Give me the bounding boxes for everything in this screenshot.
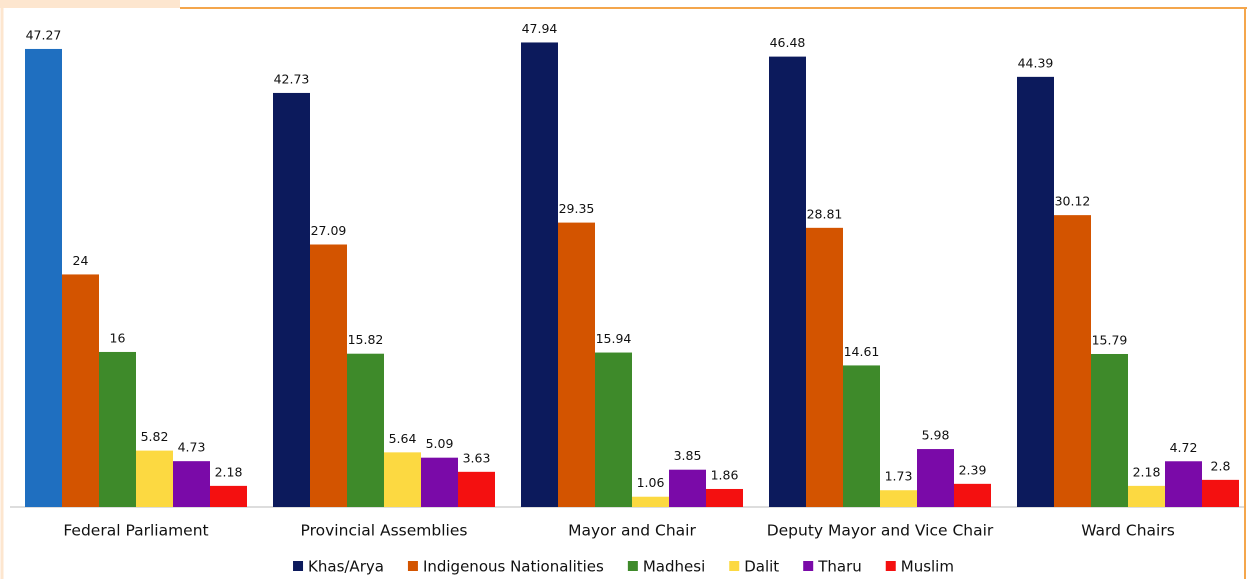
bar [1054,215,1091,507]
value-label: 4.73 [178,440,206,455]
legend-swatch [885,561,896,571]
bar [917,449,954,507]
legend-swatch [407,561,418,571]
bar [1202,479,1239,507]
value-label: 5.82 [141,429,169,444]
value-label: 2.39 [959,462,987,477]
x-tick-label: Provincial Assemblies [301,522,468,540]
bar [806,227,843,507]
legend-swatch [803,561,814,571]
bar [843,365,880,507]
bar [954,483,991,507]
bar [384,452,421,507]
bar [25,48,62,507]
value-label: 14.61 [844,344,880,359]
legend-label: Dalit [744,558,779,576]
value-label: 46.48 [770,35,806,50]
x-tick-label: Mayor and Chair [568,522,696,540]
bar [632,496,669,507]
value-label: 1.86 [711,467,739,482]
bar [706,488,743,507]
value-label: 3.63 [463,450,491,465]
value-label: 2.18 [1133,464,1161,479]
bar [421,457,458,507]
bar [595,352,632,507]
bar [210,485,247,507]
value-label: 5.09 [426,436,454,451]
value-label: 44.39 [1018,55,1054,70]
value-label: 5.98 [922,428,950,443]
legend-label: Khas/Arya [308,558,384,576]
bar [669,469,706,507]
value-label: 5.64 [389,431,417,446]
legend-swatch [293,561,304,571]
value-label: 24 [73,253,89,268]
bar [99,351,136,507]
legend-swatch [729,561,740,571]
value-label: 15.79 [1092,332,1128,347]
x-tick-label: Federal Parliament [63,522,208,540]
value-label: 47.27 [26,27,62,42]
value-label: 15.94 [596,331,632,346]
value-label: 4.72 [1170,440,1198,455]
bar [521,42,558,508]
value-label: 2.8 [1211,458,1231,473]
frame-tab [0,0,180,8]
value-label: 1.06 [637,475,665,490]
value-label: 3.85 [674,448,702,463]
value-label: 15.82 [348,332,384,347]
value-label: 42.73 [274,71,310,86]
bar [173,461,210,507]
bar [769,56,806,508]
bar [1128,485,1165,507]
value-label: 1.73 [885,469,913,484]
legend-label: Indigenous Nationalities [423,558,604,576]
bar [880,490,917,507]
bar [310,244,347,507]
bar [1017,76,1054,507]
bar [1165,461,1202,507]
bar [62,274,99,507]
value-label: 28.81 [807,206,843,221]
bar [273,92,310,508]
legend-label: Tharu [817,558,862,576]
value-label: 16 [110,330,126,345]
bar [1091,353,1128,507]
bar [458,471,495,507]
x-tick-label: Ward Chairs [1081,522,1175,540]
bar [347,353,384,507]
legend-label: Muslim [901,558,954,576]
bar [136,450,173,507]
value-label: 30.12 [1055,194,1091,209]
value-label: 47.94 [522,21,558,36]
value-label: 2.18 [215,464,243,479]
legend-label: Madhesi [643,558,705,576]
value-label: 27.09 [311,223,347,238]
x-tick-label: Deputy Mayor and Vice Chair [767,522,994,540]
legend-swatch [627,561,638,571]
bar [558,222,595,507]
value-label: 29.35 [559,201,595,216]
